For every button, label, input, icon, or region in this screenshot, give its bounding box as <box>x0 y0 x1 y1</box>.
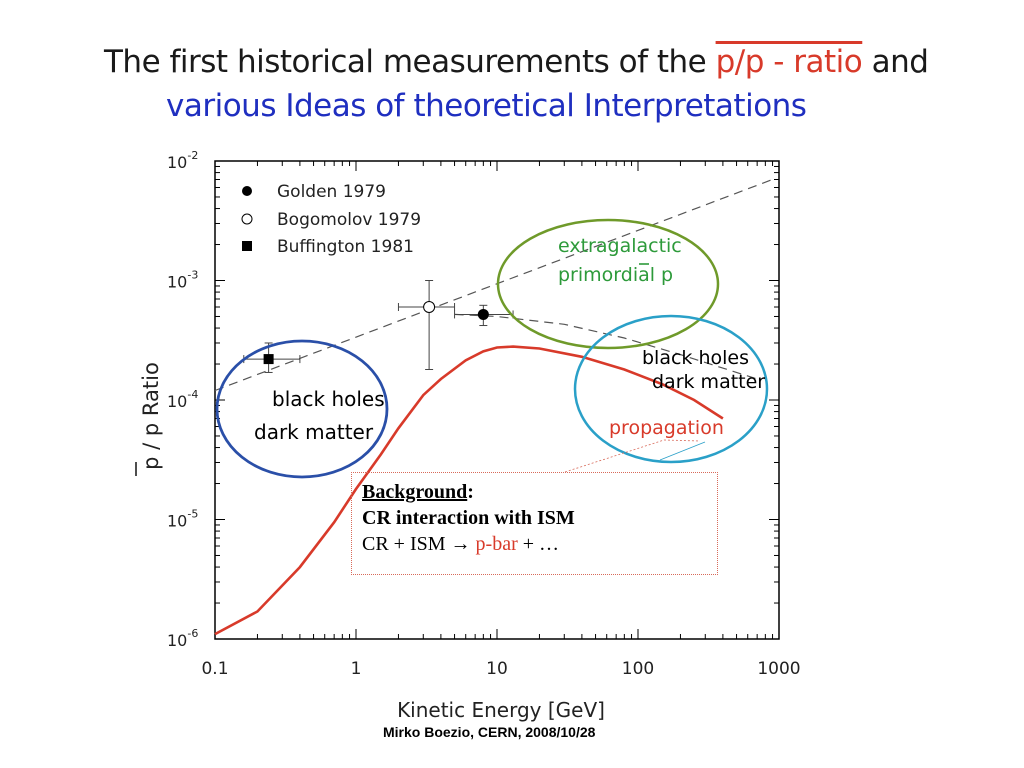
data-point-buffington <box>263 354 274 365</box>
background-pbar: p-bar <box>475 533 518 555</box>
background-colon: : <box>467 481 474 503</box>
legend-label: Bogomolov 1979 <box>277 210 421 230</box>
title-ratio: p/p - ratio <box>715 44 863 80</box>
legend-marker-bogomolov <box>241 213 253 225</box>
x-tick-label: 1 <box>351 659 362 679</box>
y-tick-label: 10-6 <box>167 627 198 650</box>
annotation-primordial: primordial p <box>558 264 673 286</box>
y-tick-label: 10-3 <box>167 269 198 292</box>
background-box: Background: CR interaction with ISM CR +… <box>351 472 718 575</box>
x-tick-label: 10 <box>486 659 508 679</box>
ellipse-extragalactic <box>496 218 720 350</box>
annotation-black-holes-low: black holes <box>272 387 385 411</box>
annotation-black-holes-high: black holes <box>642 347 749 369</box>
background-line2: CR interaction with ISM <box>362 507 575 529</box>
annotation-dark-matter-low: dark matter <box>254 420 374 444</box>
page-title: The first historical measurements of the… <box>104 44 929 80</box>
data-point-golden <box>477 308 489 320</box>
y-axis-label: p / p Ratio <box>139 362 163 470</box>
x-tick-label: 0.1 <box>201 659 228 679</box>
legend-label: Golden 1979 <box>277 182 386 202</box>
data-point-bogomolov <box>423 301 436 314</box>
title-text-1: The first historical measurements of the <box>104 44 716 80</box>
ellipse-black-holes-low <box>215 339 389 479</box>
x-tick-label: 100 <box>622 659 654 679</box>
dashed-model-curve <box>214 178 773 392</box>
page-subtitle: various Ideas of theoretical Interpretat… <box>166 88 807 124</box>
annotation-propagation: propagation <box>609 417 724 439</box>
title-text-2: and <box>862 44 929 80</box>
propagation-connector <box>564 439 701 473</box>
legend-label: Buffington 1981 <box>277 237 414 257</box>
background-line3-suffix: + … <box>517 533 560 555</box>
propagation-pointer <box>659 441 706 461</box>
dashed-model-curve <box>454 313 758 380</box>
legend-marker-golden <box>242 186 252 196</box>
background-line3-prefix: CR + ISM → <box>362 533 476 555</box>
ellipse-black-holes-high <box>573 314 769 464</box>
annotation-extragalactic: extragalactic <box>558 235 682 257</box>
y-tick-label: 10-2 <box>167 149 198 172</box>
annotation-dark-matter-high: dark matter <box>652 371 765 393</box>
legend-marker-buffington <box>242 241 252 251</box>
x-axis-label: Kinetic Energy [GeV] <box>397 698 605 722</box>
background-heading: Background <box>362 481 468 503</box>
x-tick-label: 1000 <box>757 659 800 679</box>
secondary-production-curve <box>214 345 724 636</box>
y-tick-label: 10-5 <box>167 508 198 531</box>
footer-credit: Mirko Boezio, CERN, 2008/10/28 <box>383 724 596 740</box>
y-tick-label: 10-4 <box>167 388 198 411</box>
